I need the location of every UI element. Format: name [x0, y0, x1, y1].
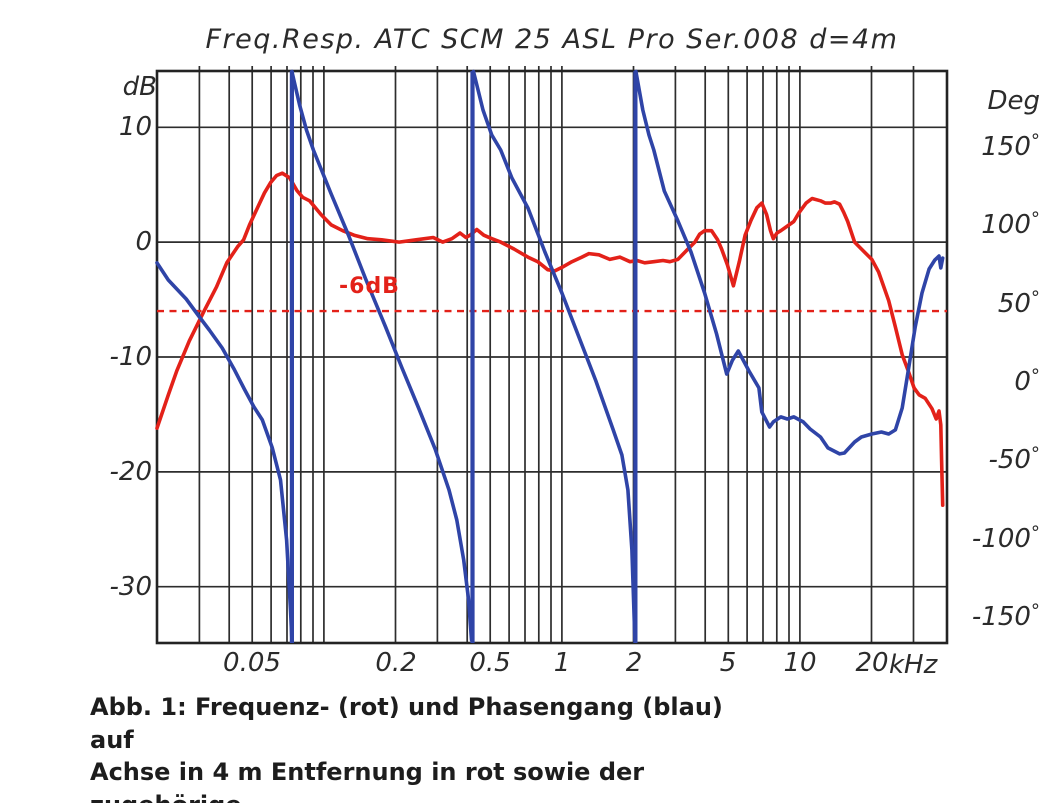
phase-curve-segment — [290, 69, 474, 642]
y-right-tick-label: -50° — [988, 444, 1040, 475]
x-tick-label: 0.2 — [375, 648, 417, 678]
x-tick-label: 0.05 — [223, 648, 281, 678]
y-right-tick-label: -100° — [971, 523, 1040, 554]
figure-caption: Abb. 1: Frequenz- (rot) und Phasengang (… — [90, 691, 730, 803]
x-tick-label: 20 — [855, 648, 889, 678]
y-left-tick-label: 0 — [135, 227, 152, 257]
threshold-label: -6dB — [339, 274, 400, 299]
y-right-tick-label: 50° — [997, 288, 1040, 319]
caption-line-2: Achse in 4 m Entfernung in rot sowie der… — [90, 758, 645, 803]
phase-curve-segment — [155, 261, 294, 642]
frequency-response-curve — [155, 171, 945, 508]
y-right-tick-label: 100° — [981, 209, 1040, 240]
phase-curve-segment — [634, 69, 945, 456]
y-right-tick-label: -150° — [971, 601, 1040, 632]
y-right-tick-label: 0° — [1014, 366, 1040, 397]
phase-curve-segment — [471, 69, 637, 642]
x-tick-label: 0.5 — [469, 648, 511, 678]
y-left-tick-label: -30 — [109, 572, 152, 602]
caption-line-1: Abb. 1: Frequenz- (rot) und Phasengang (… — [90, 693, 723, 754]
y-right-tick-label: 150° — [981, 131, 1040, 162]
x-tick-label: 5 — [719, 648, 737, 678]
x-tick-label: 1 — [553, 648, 571, 678]
x-axis-unit: kHz — [889, 650, 938, 680]
x-tick-label: 10 — [783, 648, 817, 678]
y-left-tick-label: -10 — [109, 342, 152, 372]
plot-border — [155, 69, 949, 645]
y-left-tick-label: -20 — [109, 457, 152, 487]
y-left-tick-label: 10 — [118, 112, 152, 142]
y-left-axis-unit: dB — [122, 72, 157, 102]
chart-title: Freq.Resp. ATC SCM 25 ASL Pro Ser.008 d=… — [205, 24, 899, 55]
y-right-axis-unit: Deg — [987, 86, 1040, 116]
x-tick-label: 2 — [625, 648, 643, 678]
